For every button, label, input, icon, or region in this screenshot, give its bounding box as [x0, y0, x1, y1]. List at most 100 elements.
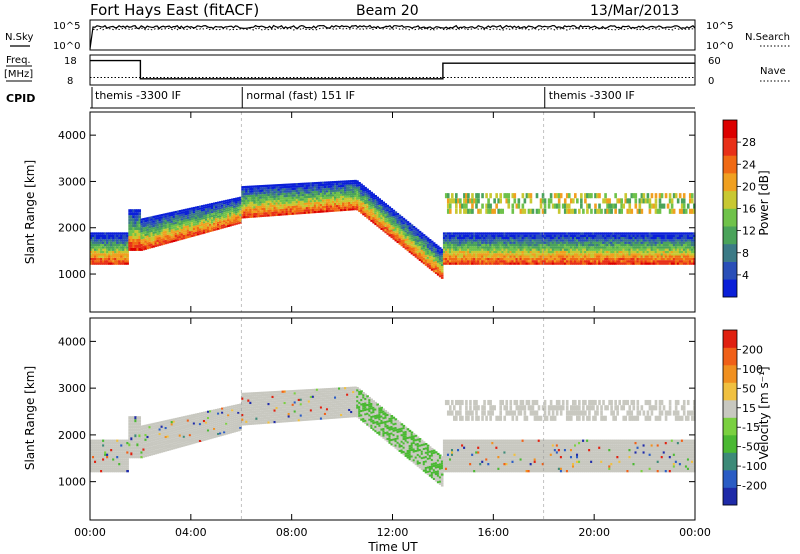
heatmap-cell	[92, 239, 95, 242]
heatmap-cell	[354, 201, 357, 204]
heatmap-cell	[517, 253, 521, 256]
heatmap-cell	[416, 257, 420, 260]
heatmap-cell	[481, 241, 484, 244]
heatmap-cell	[94, 448, 97, 452]
heatmap-cell	[406, 225, 410, 228]
heatmap-cell	[507, 248, 511, 251]
heatmap-cell	[652, 232, 656, 235]
heatmap-cell	[648, 248, 652, 251]
heatmap-cell	[495, 246, 498, 249]
heatmap-cell	[235, 218, 238, 221]
heatmap-cell	[612, 203, 615, 209]
heatmap-cell	[100, 455, 103, 459]
heatmap-cell	[680, 253, 684, 256]
heatmap-cell	[348, 186, 351, 189]
heatmap-cell	[479, 262, 482, 265]
heatmap-cell	[110, 262, 113, 265]
heatmap-cell	[569, 250, 573, 254]
heatmap-cell	[580, 255, 583, 258]
heatmap-cell	[150, 432, 154, 435]
heatmap-cell	[483, 262, 486, 265]
heatmap-cell	[596, 193, 599, 199]
heatmap-cell	[483, 239, 486, 242]
heatmap-cell	[102, 257, 105, 261]
heatmap-cell	[485, 203, 488, 209]
heatmap-cell	[235, 207, 238, 210]
heatmap-cell	[396, 234, 400, 237]
heatmap-cell	[636, 243, 640, 247]
heatmap-cell	[94, 441, 97, 445]
heatmap-cell	[287, 197, 291, 200]
heatmap-cell	[632, 232, 636, 235]
heatmap-cell	[297, 200, 301, 204]
heatmap-cell	[531, 260, 535, 263]
heatmap-cell	[529, 193, 533, 199]
heatmap-cell	[291, 183, 295, 186]
heatmap-cell	[110, 257, 113, 261]
heatmap-cell	[100, 462, 103, 466]
heatmap-cell	[192, 234, 196, 237]
heatmap-cell	[680, 246, 684, 249]
heatmap-cell	[509, 257, 513, 261]
heatmap-cell	[170, 233, 174, 236]
heatmap-cell	[424, 242, 428, 245]
heatmap-cell	[594, 237, 597, 240]
heatmap-cell	[612, 248, 615, 251]
heatmap-cell	[305, 211, 309, 214]
heatmap-cell	[158, 223, 162, 226]
heatmap-cell	[527, 250, 531, 254]
heatmap-cell	[315, 184, 319, 187]
heatmap-cell	[416, 244, 420, 247]
heatmap-cell	[648, 241, 652, 244]
heatmap-cell	[200, 230, 204, 233]
heatmap-cell	[555, 203, 559, 209]
heatmap-cell	[307, 195, 311, 198]
heatmap-cell	[366, 216, 369, 219]
heatmap-cell	[372, 204, 375, 207]
heatmap-cell	[221, 214, 224, 217]
heatmap-cell	[378, 217, 381, 220]
heatmap-cell	[176, 225, 180, 228]
heatmap-cell	[680, 262, 684, 265]
heatmap-cell	[325, 199, 329, 202]
heatmap-cell	[299, 211, 303, 215]
heatmap-cell	[152, 243, 156, 246]
heatmap-cell	[574, 248, 577, 251]
heatmap-cell	[202, 215, 206, 218]
heatmap-cell	[420, 236, 424, 239]
heatmap-cell	[346, 208, 349, 211]
heatmap-cell	[124, 458, 127, 461]
heatmap-cell	[446, 255, 450, 258]
heatmap-cell	[142, 243, 146, 246]
heatmap-cell	[206, 207, 210, 210]
heatmap-cell	[473, 198, 476, 204]
heatmap-cell	[194, 233, 198, 236]
heatmap-cell	[658, 253, 662, 256]
heatmap-cell	[396, 223, 400, 226]
heatmap-cell	[94, 257, 97, 261]
heatmap-cell	[485, 255, 488, 258]
heatmap-cell	[219, 201, 222, 204]
heatmap-cell	[574, 246, 577, 249]
heatmap-cell	[523, 257, 527, 261]
heatmap-cell	[398, 231, 402, 234]
heatmap-cell	[578, 250, 581, 254]
heatmap-cell	[108, 460, 111, 463]
heatmap-cell	[152, 227, 156, 230]
heatmap-cell	[384, 218, 388, 221]
heatmap-cell	[384, 224, 388, 227]
heatmap-cell	[586, 241, 589, 244]
heatmap-cell	[354, 205, 357, 209]
heatmap-cell	[485, 237, 488, 240]
heatmap-cell	[606, 198, 609, 204]
heatmap-cell	[473, 248, 476, 251]
heatmap-cell	[118, 248, 121, 251]
heatmap-cell	[565, 241, 569, 244]
heatmap-cell	[434, 258, 438, 262]
heatmap-cell	[243, 192, 246, 196]
heatmap-cell	[150, 425, 154, 428]
heatmap-cell	[531, 237, 535, 240]
heatmap-cell	[295, 201, 299, 204]
heatmap-cell	[440, 253, 444, 256]
heatmap-cell	[386, 228, 390, 231]
